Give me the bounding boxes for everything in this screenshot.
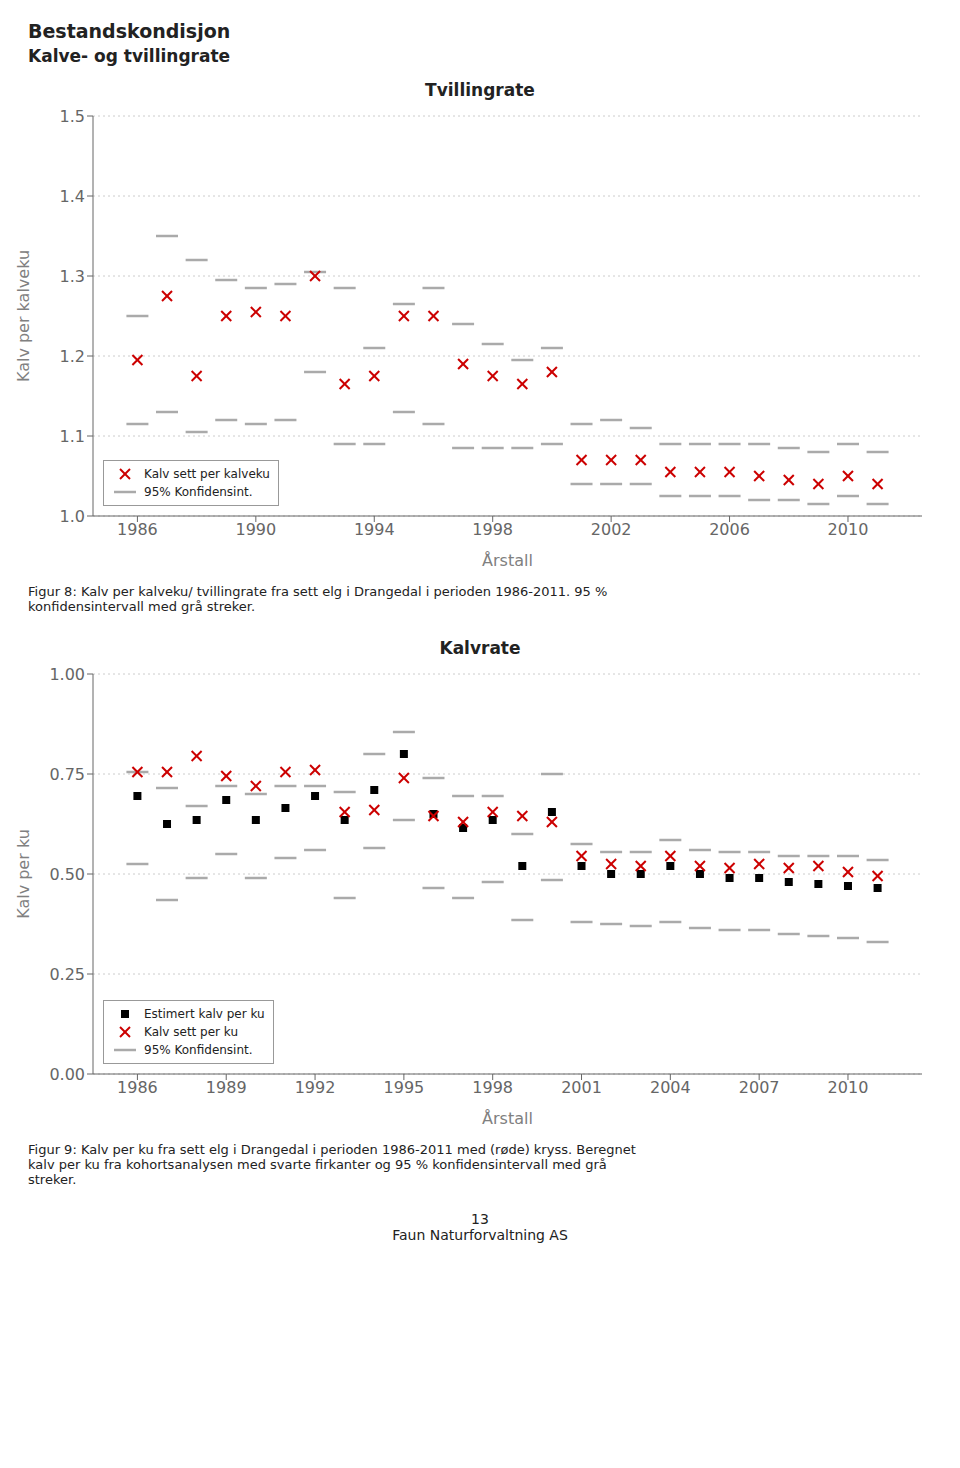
html-text:95% Konfidensint.: 95% Konfidensint. bbox=[144, 485, 253, 499]
svg-text:2001: 2001 bbox=[561, 1078, 602, 1097]
html-text:Estimert kalv per ku: Estimert kalv per ku bbox=[144, 1007, 265, 1021]
svg-text:1989: 1989 bbox=[206, 1078, 247, 1097]
svg-text:Kalv per kalveku: Kalv per kalveku bbox=[14, 250, 33, 382]
svg-text:1.00: 1.00 bbox=[49, 665, 85, 684]
svg-text:Årstall: Årstall bbox=[482, 551, 533, 570]
svg-text:1.5: 1.5 bbox=[60, 107, 85, 126]
svg-text:1.2: 1.2 bbox=[60, 347, 85, 366]
html-text:Kalv sett per kalveku: Kalv sett per kalveku bbox=[144, 467, 270, 481]
svg-text:2004: 2004 bbox=[650, 1078, 691, 1097]
html-text:Bestandskondisjon: Bestandskondisjon bbox=[28, 20, 231, 42]
svg-text:0.25: 0.25 bbox=[49, 965, 85, 984]
svg-text:0.75: 0.75 bbox=[49, 765, 85, 784]
svg-text:2010: 2010 bbox=[828, 1078, 869, 1097]
svg-text:1994: 1994 bbox=[354, 520, 395, 539]
html-text:Faun Naturforvaltning AS: Faun Naturforvaltning AS bbox=[392, 1227, 568, 1243]
svg-text:1.1: 1.1 bbox=[60, 427, 85, 446]
html-text:13: 13 bbox=[471, 1211, 489, 1227]
html-text:Figur 8: Kalv per kalveku/ tvi: Figur 8: Kalv per kalveku/ tvillingrate … bbox=[28, 584, 608, 614]
html-text:Kalvrate: Kalvrate bbox=[439, 638, 521, 658]
html-text:Figur 9: Kalv per ku fra sett: Figur 9: Kalv per ku fra sett elg i Dran… bbox=[28, 1142, 636, 1187]
svg-text:1986: 1986 bbox=[117, 1078, 158, 1097]
html-text:Kalve- og tvillingrate: Kalve- og tvillingrate bbox=[28, 46, 231, 66]
html-text:Kalv sett per ku: Kalv sett per ku bbox=[144, 1025, 239, 1039]
svg-text:1998: 1998 bbox=[472, 520, 513, 539]
svg-text:Kalv per ku: Kalv per ku bbox=[14, 829, 33, 919]
svg-text:Årstall: Årstall bbox=[482, 1109, 533, 1128]
svg-text:2006: 2006 bbox=[709, 520, 750, 539]
svg-text:1.0: 1.0 bbox=[60, 507, 85, 526]
svg-text:1.4: 1.4 bbox=[60, 187, 85, 206]
svg-text:1986: 1986 bbox=[117, 520, 158, 539]
svg-text:1998: 1998 bbox=[472, 1078, 513, 1097]
svg-text:0.50: 0.50 bbox=[49, 865, 85, 884]
svg-text:0.00: 0.00 bbox=[49, 1065, 85, 1084]
svg-text:2007: 2007 bbox=[739, 1078, 780, 1097]
svg-text:1992: 1992 bbox=[295, 1078, 336, 1097]
svg-text:1.3: 1.3 bbox=[60, 267, 85, 286]
html-text:Tvillingrate: Tvillingrate bbox=[425, 80, 535, 100]
svg-text:1990: 1990 bbox=[235, 520, 276, 539]
html-text:95% Konfidensint.: 95% Konfidensint. bbox=[144, 1043, 253, 1057]
svg-text:2010: 2010 bbox=[828, 520, 869, 539]
svg-text:2002: 2002 bbox=[591, 520, 632, 539]
svg-text:1995: 1995 bbox=[384, 1078, 425, 1097]
